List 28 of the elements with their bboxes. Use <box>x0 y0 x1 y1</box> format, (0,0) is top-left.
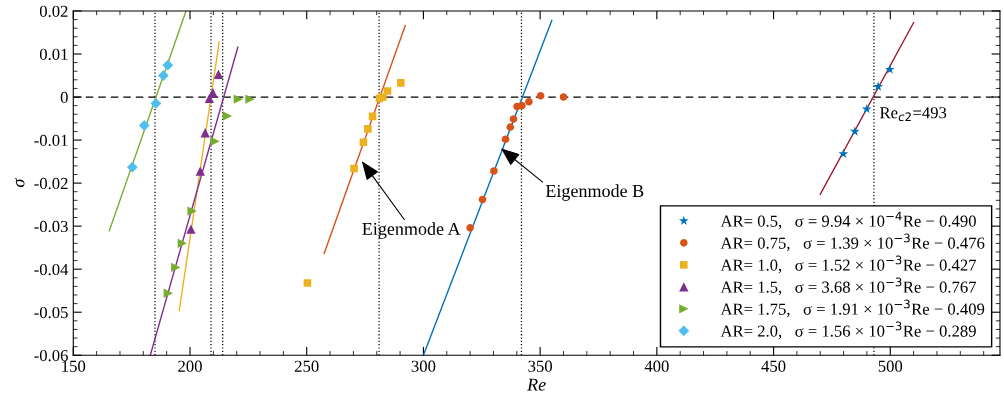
y-tick-label: 0.01 <box>39 48 68 61</box>
legend-label: AR= 0.5, σ = 9.94 × 10$^{−4}$Re − 0.490 <box>720 211 976 230</box>
x-tick-label: 500 <box>878 360 903 372</box>
y-tick-label: -0.04 <box>34 263 69 276</box>
legend-label: AR= 1.5, σ = 3.68 × 10$^{−3}$Re − 0.767 <box>720 277 977 296</box>
x-axis-title: Re <box>527 378 546 391</box>
ref-line-label: Re$_{c2}$=493 <box>879 107 947 122</box>
legend-label: AR= 2.0, σ = 1.56 × 10$^{−3}$Re − 0.289 <box>720 321 976 340</box>
x-tick-label: 400 <box>644 360 669 372</box>
y-tick-label: -0.01 <box>34 134 68 147</box>
x-tick-label: 250 <box>294 360 319 372</box>
legend-label: AR= 0.75, σ = 1.39 × 10$^{−3}$Re − 0.476 <box>720 233 985 252</box>
x-tick-label: 300 <box>411 360 436 372</box>
y-tick-label: -0.03 <box>34 220 68 233</box>
x-tick-label: 200 <box>178 360 202 372</box>
y-tick-label: -0.05 <box>34 306 68 319</box>
y-tick-label: -0.02 <box>34 177 68 190</box>
x-tick-label: 350 <box>528 360 552 372</box>
y-axis-title: σ <box>15 178 25 188</box>
y-tick-label: 0.02 <box>39 5 68 17</box>
legend-label: AR= 1.0, σ = 1.52 × 10$^{−3}$Re − 0.427 <box>720 255 977 274</box>
x-tick-label: 150 <box>62 360 86 372</box>
annotation: Eigenmode A <box>362 222 461 239</box>
y-tick-label: -0.06 <box>34 349 68 362</box>
y-tick-label: 0 <box>60 91 68 103</box>
legend-label: AR= 1.75, σ = 1.91 × 10$^{−3}$Re − 0.409 <box>720 299 985 318</box>
annotation: Eigenmode B <box>545 184 644 201</box>
x-tick-label: 450 <box>761 360 786 372</box>
